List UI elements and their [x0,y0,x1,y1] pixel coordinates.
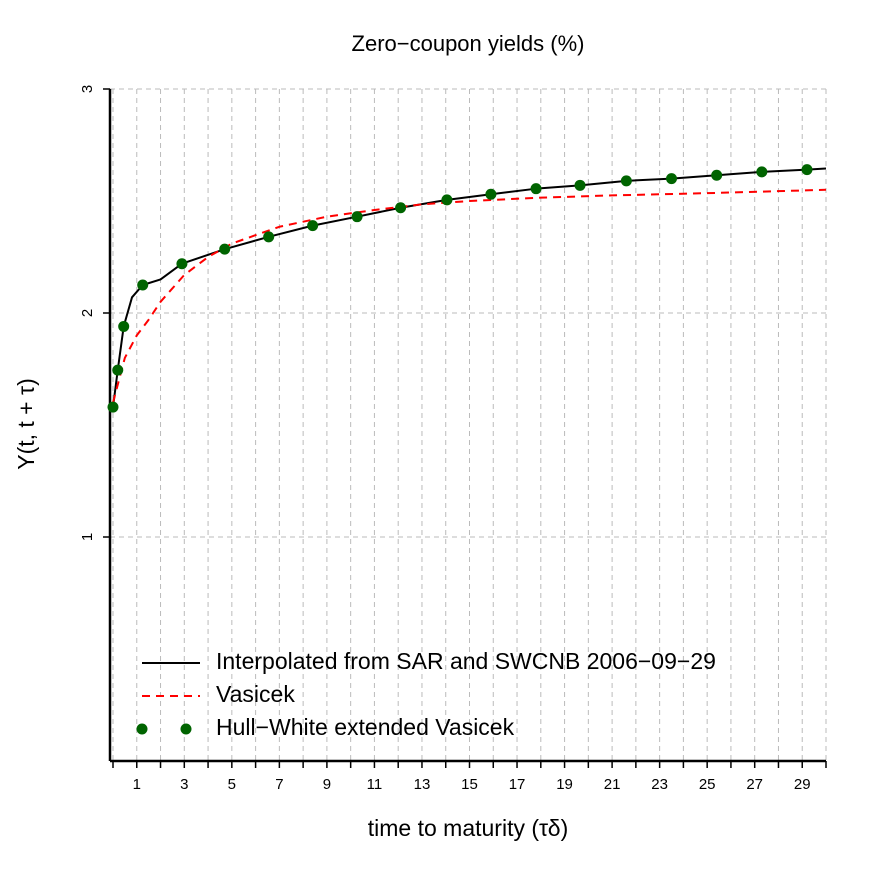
x-tick-label: 25 [699,776,716,793]
data-line [112,167,827,408]
x-tick-label: 13 [414,776,431,793]
data-point [441,194,453,206]
data-point [711,169,723,181]
data-point [666,173,678,185]
x-tick-label: 3 [180,776,188,793]
data-point [263,231,275,243]
x-tick-label: 27 [746,776,763,793]
legend-label: Hull−White extended Vasicek [216,714,515,740]
x-tick-label: 11 [367,776,383,793]
x-axis-label: time to maturity (τδ) [368,815,568,841]
x-tick-label: 15 [461,776,478,793]
legend-marker [136,723,148,735]
data-point [118,320,130,332]
data-point [112,364,124,376]
data-line [112,188,827,403]
data-point [756,166,768,178]
x-tick-label: 19 [556,776,573,793]
data-point [395,202,407,214]
chart-title: Zero−coupon yields (%) [352,31,585,56]
y-tick-label: 3 [79,85,96,93]
x-tick-label: 17 [509,776,526,793]
x-tick-label: 5 [228,776,236,793]
data-point [307,220,319,232]
x-tick-label: 29 [794,776,811,793]
data-point [801,164,813,176]
data-point [620,175,632,187]
data-point [485,188,497,200]
x-tick-label: 7 [275,776,283,793]
data-point [351,211,363,223]
data-point [137,279,149,291]
x-tick-label: 9 [323,776,331,793]
data-point [176,258,188,270]
x-tick-label: 1 [133,776,141,793]
legend-marker [180,723,192,735]
legend-label: Vasicek [216,681,295,707]
y-tick-label: 1 [79,533,96,541]
y-tick-label: 2 [79,309,96,317]
legend-label: Interpolated from SAR and SWCNB 2006−09−… [216,648,716,674]
data-point [107,401,119,413]
data-point [219,243,231,255]
x-tick-label: 23 [651,776,668,793]
y-axis-label: Y(t, t + τ) [13,378,39,470]
data-point [530,183,542,195]
x-tick-label: 21 [604,776,621,793]
data-point [574,179,586,191]
